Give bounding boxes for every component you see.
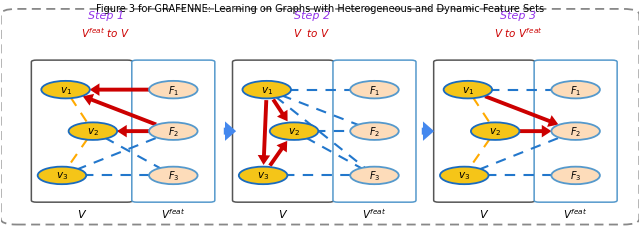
FancyArrowPatch shape (519, 125, 552, 138)
FancyBboxPatch shape (1, 10, 639, 225)
Text: $V$: $V$ (77, 207, 87, 219)
Circle shape (552, 123, 600, 140)
Circle shape (350, 167, 399, 184)
Text: $v_2$: $v_2$ (87, 126, 99, 137)
Text: $v_1$: $v_1$ (462, 84, 474, 96)
Text: Figure 3 for GRAFENNE: Learning on Graphs with Heterogeneous and Dynamic Feature: Figure 3 for GRAFENNE: Learning on Graph… (96, 4, 544, 14)
Circle shape (444, 82, 492, 99)
Circle shape (440, 167, 488, 184)
Circle shape (350, 123, 399, 140)
Text: $V$: $V$ (278, 207, 288, 219)
FancyArrowPatch shape (271, 99, 287, 122)
Circle shape (270, 123, 318, 140)
FancyBboxPatch shape (333, 61, 416, 202)
Circle shape (243, 82, 291, 99)
Text: $v_1$: $v_1$ (60, 84, 72, 96)
Text: Step 2: Step 2 (294, 11, 330, 21)
Text: $v_3$: $v_3$ (56, 170, 68, 182)
Circle shape (239, 167, 287, 184)
FancyBboxPatch shape (132, 61, 215, 202)
Text: $F_1$: $F_1$ (570, 83, 581, 97)
Circle shape (68, 123, 117, 140)
Text: $F_1$: $F_1$ (369, 83, 380, 97)
FancyBboxPatch shape (232, 61, 333, 202)
FancyArrowPatch shape (484, 95, 559, 127)
Text: $F_2$: $F_2$ (570, 125, 581, 138)
Text: $V^{feat}$: $V^{feat}$ (563, 206, 588, 220)
Circle shape (471, 123, 520, 140)
Text: $V^{feat}$: $V^{feat}$ (161, 206, 186, 220)
Text: $F_3$: $F_3$ (168, 169, 179, 182)
Text: $V$  to $V$: $V$ to $V$ (293, 27, 330, 39)
Text: $V^{feat}$ to $V$: $V^{feat}$ to $V$ (81, 26, 131, 40)
FancyArrowPatch shape (268, 141, 287, 167)
FancyBboxPatch shape (434, 61, 535, 202)
FancyArrowPatch shape (90, 84, 149, 97)
FancyArrowPatch shape (224, 122, 236, 141)
Text: Step 1: Step 1 (88, 11, 124, 21)
FancyArrowPatch shape (117, 125, 149, 138)
Text: $V$: $V$ (479, 207, 490, 219)
Text: $v_2$: $v_2$ (489, 126, 501, 137)
Text: $F_3$: $F_3$ (570, 169, 581, 182)
Text: $v_2$: $v_2$ (288, 126, 300, 137)
FancyBboxPatch shape (534, 61, 617, 202)
FancyBboxPatch shape (31, 61, 132, 202)
Text: $F_2$: $F_2$ (369, 125, 380, 138)
Circle shape (552, 167, 600, 184)
Circle shape (149, 167, 198, 184)
Text: $F_3$: $F_3$ (369, 169, 380, 182)
Text: Step 3: Step 3 (500, 11, 536, 21)
Circle shape (38, 167, 86, 184)
FancyArrowPatch shape (258, 101, 270, 165)
Circle shape (149, 123, 198, 140)
Circle shape (350, 82, 399, 99)
Text: $F_2$: $F_2$ (168, 125, 179, 138)
Text: $V^{feat}$: $V^{feat}$ (362, 206, 387, 220)
Text: $F_1$: $F_1$ (168, 83, 179, 97)
Text: $V$ to $V^{feat}$: $V$ to $V^{feat}$ (493, 26, 542, 40)
Circle shape (552, 82, 600, 99)
Text: $v_1$: $v_1$ (260, 84, 273, 96)
FancyArrowPatch shape (83, 94, 157, 127)
Text: $v_3$: $v_3$ (458, 170, 470, 182)
Circle shape (149, 82, 198, 99)
Circle shape (42, 82, 90, 99)
FancyArrowPatch shape (422, 122, 434, 141)
Text: $v_3$: $v_3$ (257, 170, 269, 182)
